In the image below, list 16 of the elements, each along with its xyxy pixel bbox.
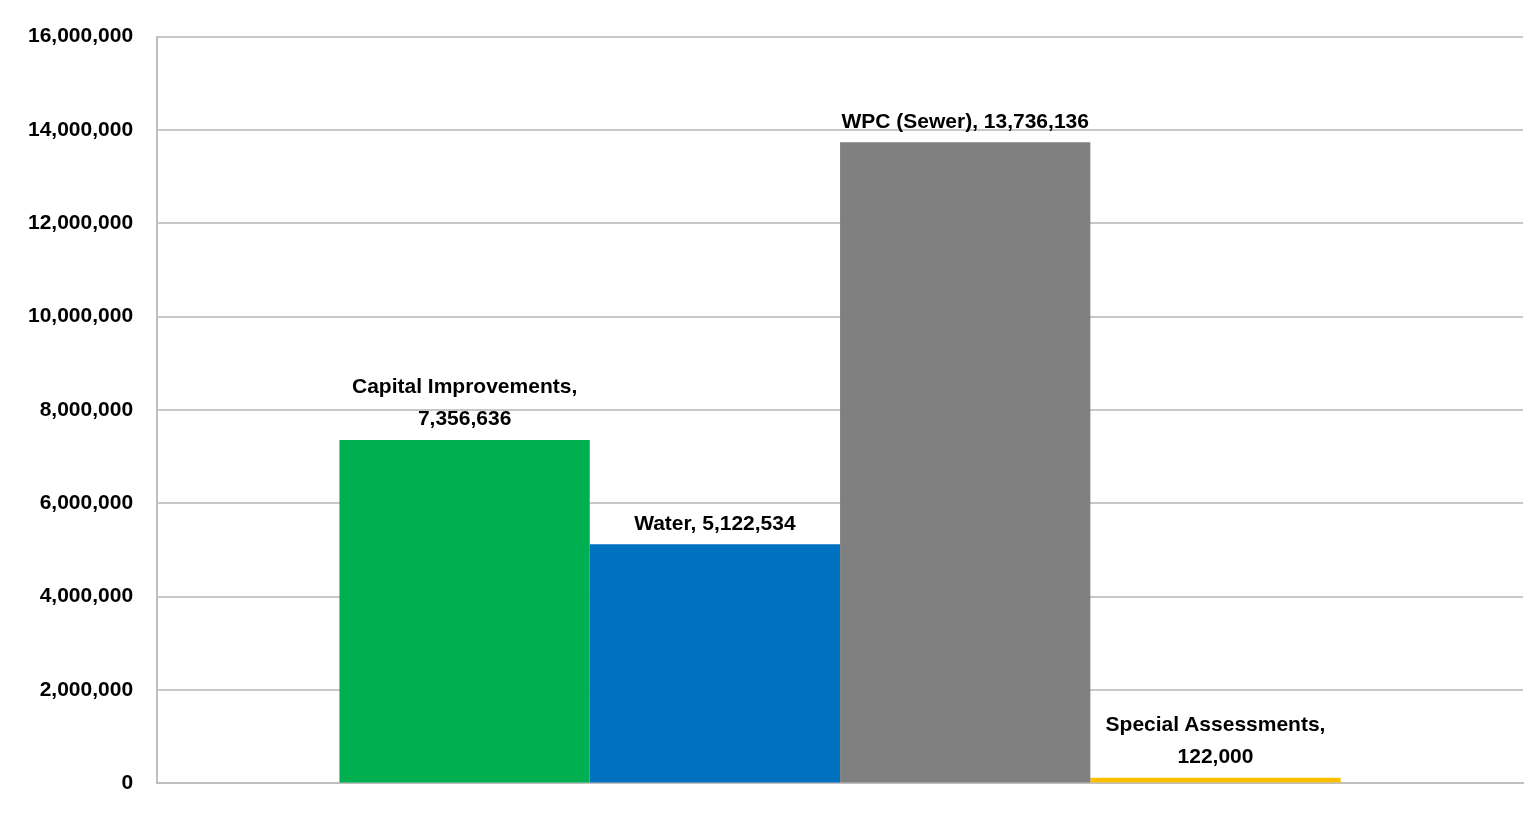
y-tick-label: 2,000,000 [39, 676, 134, 700]
bar [339, 440, 590, 783]
bar [840, 142, 1091, 783]
y-tick-label: 12,000,000 [27, 210, 134, 234]
data-label: Special Assessments, 122,000 [1105, 712, 1326, 767]
data-label: Water, 5,122,534 [634, 510, 796, 534]
bar [589, 544, 841, 783]
y-tick-label: 0 [121, 770, 134, 794]
data-label: Capital Improvements, 7,356,636 [351, 374, 578, 430]
y-tick-label: 8,000,000 [39, 396, 134, 420]
y-tick-label: 6,000,000 [39, 490, 134, 514]
y-tick-label: 16,000,000 [27, 23, 134, 47]
data-label: WPC (Sewer), 13,736,136 [841, 108, 1089, 132]
y-tick-label: 10,000,000 [27, 303, 134, 327]
y-tick-label: 14,000,000 [27, 116, 134, 140]
y-tick-label: 4,000,000 [39, 583, 134, 607]
